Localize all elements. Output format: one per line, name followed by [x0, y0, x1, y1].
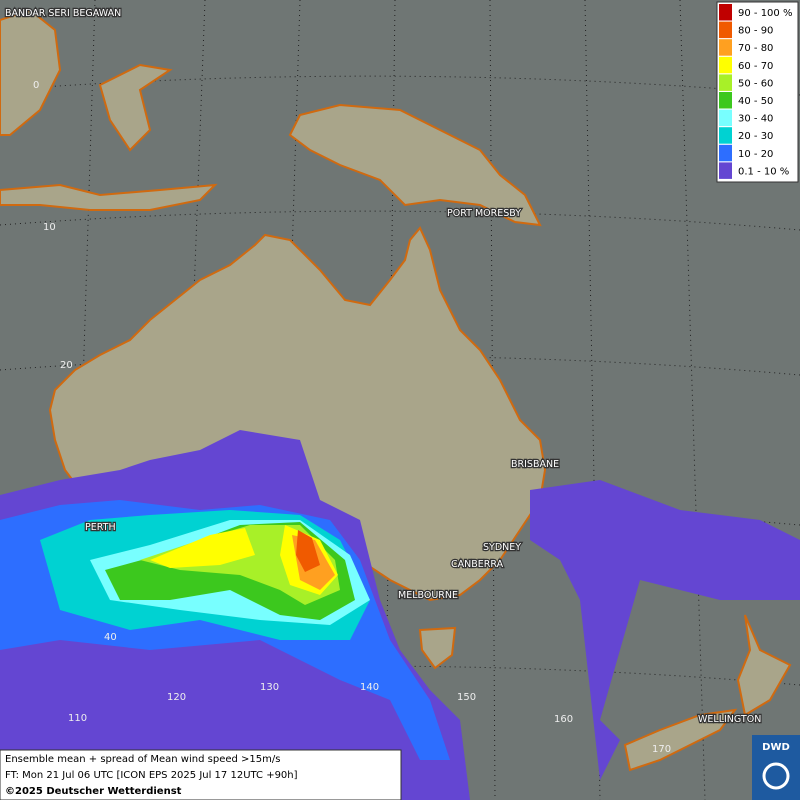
caption-line: Ensemble mean + spread of Mean wind spee…: [5, 754, 280, 765]
legend-label: 50 - 60: [738, 78, 773, 89]
city-label: BANDAR SERI BEGAWAN: [5, 8, 121, 19]
city-label: WELLINGTON: [698, 714, 761, 725]
graticule-label: 10: [43, 222, 56, 233]
legend-label: 10 - 20: [738, 149, 773, 160]
sulawesi: [98, 63, 173, 152]
city-label: SYDNEY: [483, 542, 521, 553]
legend-label: 70 - 80: [738, 43, 773, 54]
legend-swatch: [719, 162, 732, 179]
logo-icon: [762, 762, 790, 790]
legend-swatch: [719, 92, 732, 109]
graticule-label: 150: [457, 692, 476, 703]
area-60-70: [150, 525, 338, 595]
new-guinea: [288, 103, 542, 227]
city-label: PERTH: [85, 522, 116, 533]
legend-label: 20 - 30: [738, 131, 773, 142]
graticule-label: 140: [360, 682, 379, 693]
legend-label: 80 - 90: [738, 26, 773, 37]
legend-label: 0.1 - 10 %: [738, 166, 789, 177]
graticule-label: 0: [33, 80, 39, 91]
borneo: [0, 8, 62, 136]
graticule-label: 130: [260, 682, 279, 693]
nz-south: [623, 708, 738, 772]
area-0-10-east: [530, 480, 800, 780]
city-label: BRISBANE: [511, 459, 559, 470]
area-80-90: [296, 530, 320, 572]
graticule-label: 110: [68, 713, 87, 724]
caption-line: FT: Mon 21 Jul 06 UTC [ICON EPS 2025 Jul…: [5, 770, 298, 781]
islands: [0, 183, 218, 211]
legend-swatch: [719, 21, 732, 39]
caption-box: [0, 749, 402, 801]
legend-swatch: [719, 56, 732, 74]
graticule-label: 170: [652, 744, 671, 755]
logo-text: DWD: [762, 742, 790, 753]
graticule-label: 20: [60, 360, 73, 371]
graticule-label: 40: [104, 632, 117, 643]
probability-field: [0, 430, 800, 800]
nz-north: [736, 614, 792, 717]
graticule-label: 120: [167, 692, 186, 703]
legend-label: 60 - 70: [738, 61, 773, 72]
legend-swatch: [719, 127, 732, 144]
legend-swatch: [719, 109, 732, 127]
legend-label: 40 - 50: [738, 96, 773, 107]
legend-swatch: [719, 144, 732, 162]
caption-line: ©2025 Deutscher Wetterdienst: [5, 786, 182, 797]
legend-label: 90 - 100 %: [738, 8, 792, 19]
tasmania: [418, 626, 457, 670]
legend-label: 30 - 40: [738, 114, 773, 125]
graticule-label: 160: [554, 714, 573, 725]
legend-swatch: [719, 4, 732, 21]
city-label: MELBOURNE: [398, 590, 458, 601]
legend-swatch: [719, 39, 732, 56]
city-label: CANBERRA: [451, 559, 504, 570]
city-label: PORT MORESBY: [447, 208, 521, 219]
legend-swatch: [719, 74, 732, 91]
